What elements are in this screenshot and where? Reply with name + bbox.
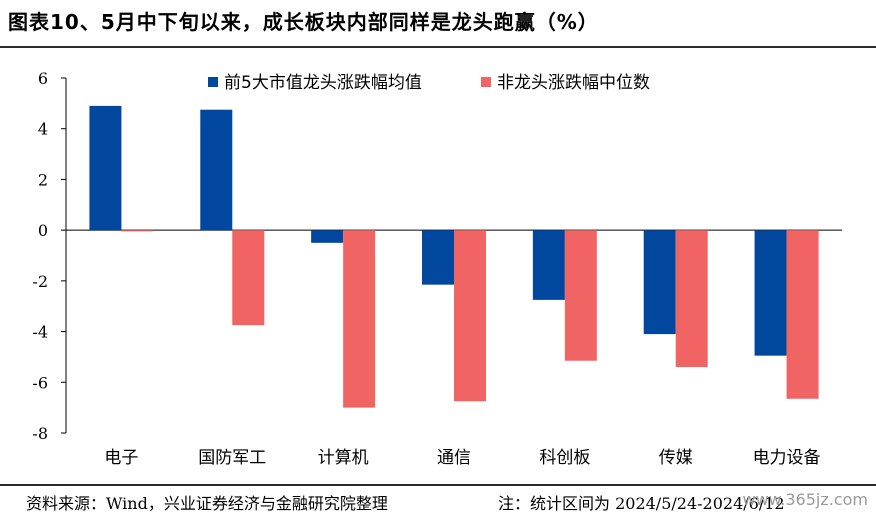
x-category-label: 科创板 <box>539 448 590 468</box>
bar-nonleader-4 <box>564 230 597 361</box>
chart-title: 图表10、5月中下旬以来，成长板块内部同样是龙头跑赢（%） <box>8 10 599 34</box>
period-note: 注：统计区间为 2024/5/24-2024/6/12 <box>498 494 785 513</box>
y-tick-label: -2 <box>32 272 48 291</box>
legend-swatch-nonleader <box>481 77 491 87</box>
footer-divider <box>0 484 876 486</box>
bar-leader-2 <box>311 230 344 243</box>
watermark: www.365jz.com <box>742 490 868 509</box>
legend: 前5大市值龙头涨跌幅均值 非龙头涨跌幅中位数 <box>208 73 650 93</box>
legend-swatch-leader <box>208 77 218 87</box>
y-tick-label: 4 <box>38 120 48 139</box>
title-divider <box>0 46 876 48</box>
x-category-label: 通信 <box>437 448 471 468</box>
y-tick-label: 6 <box>38 69 48 88</box>
legend-label-nonleader: 非龙头涨跌幅中位数 <box>497 73 650 93</box>
bar-leader-3 <box>422 230 454 285</box>
bar-leader-1 <box>200 109 233 231</box>
x-category-label: 电力设备 <box>753 448 821 468</box>
y-tick-label: -6 <box>32 373 48 392</box>
bar-leader-0 <box>89 105 122 231</box>
bar-leader-4 <box>532 230 565 300</box>
bar-leader-5 <box>643 230 676 335</box>
bar-nonleader-2 <box>343 230 376 408</box>
source-note: 资料来源：Wind，兴业证券经济与金融研究院整理 <box>26 494 388 513</box>
x-category-label: 传媒 <box>659 448 693 468</box>
legend-label-leader: 前5大市值龙头涨跌幅均值 <box>224 73 422 93</box>
x-category-label: 电子 <box>104 448 138 468</box>
x-axis-category-labels: 电子 国防军工 计算机 通信 科创板 传媒 电力设备 <box>104 448 820 468</box>
y-axis-ticks: -8 -6 -4 -2 0 2 4 6 <box>32 69 66 443</box>
bar-chart: -8 -6 -4 -2 0 2 4 6 电子 国防军工 计算机 通信 科创板 传媒 电力设备 前5大市值龙… <box>32 69 842 468</box>
bar-nonleader-5 <box>675 230 708 368</box>
bar-nonleader-1 <box>232 230 265 326</box>
x-category-label: 计算机 <box>318 448 369 468</box>
bar-nonleader-3 <box>454 230 486 402</box>
y-tick-label: 2 <box>38 170 48 189</box>
x-category-label: 国防军工 <box>198 448 266 468</box>
y-tick-label: -4 <box>32 323 48 342</box>
y-tick-label: -8 <box>32 424 48 443</box>
bar-nonleader-6 <box>786 230 819 399</box>
y-tick-label: 0 <box>38 221 48 240</box>
bar-leader-6 <box>754 230 787 356</box>
bar-series <box>89 105 819 408</box>
bar-nonleader-0 <box>121 230 154 232</box>
